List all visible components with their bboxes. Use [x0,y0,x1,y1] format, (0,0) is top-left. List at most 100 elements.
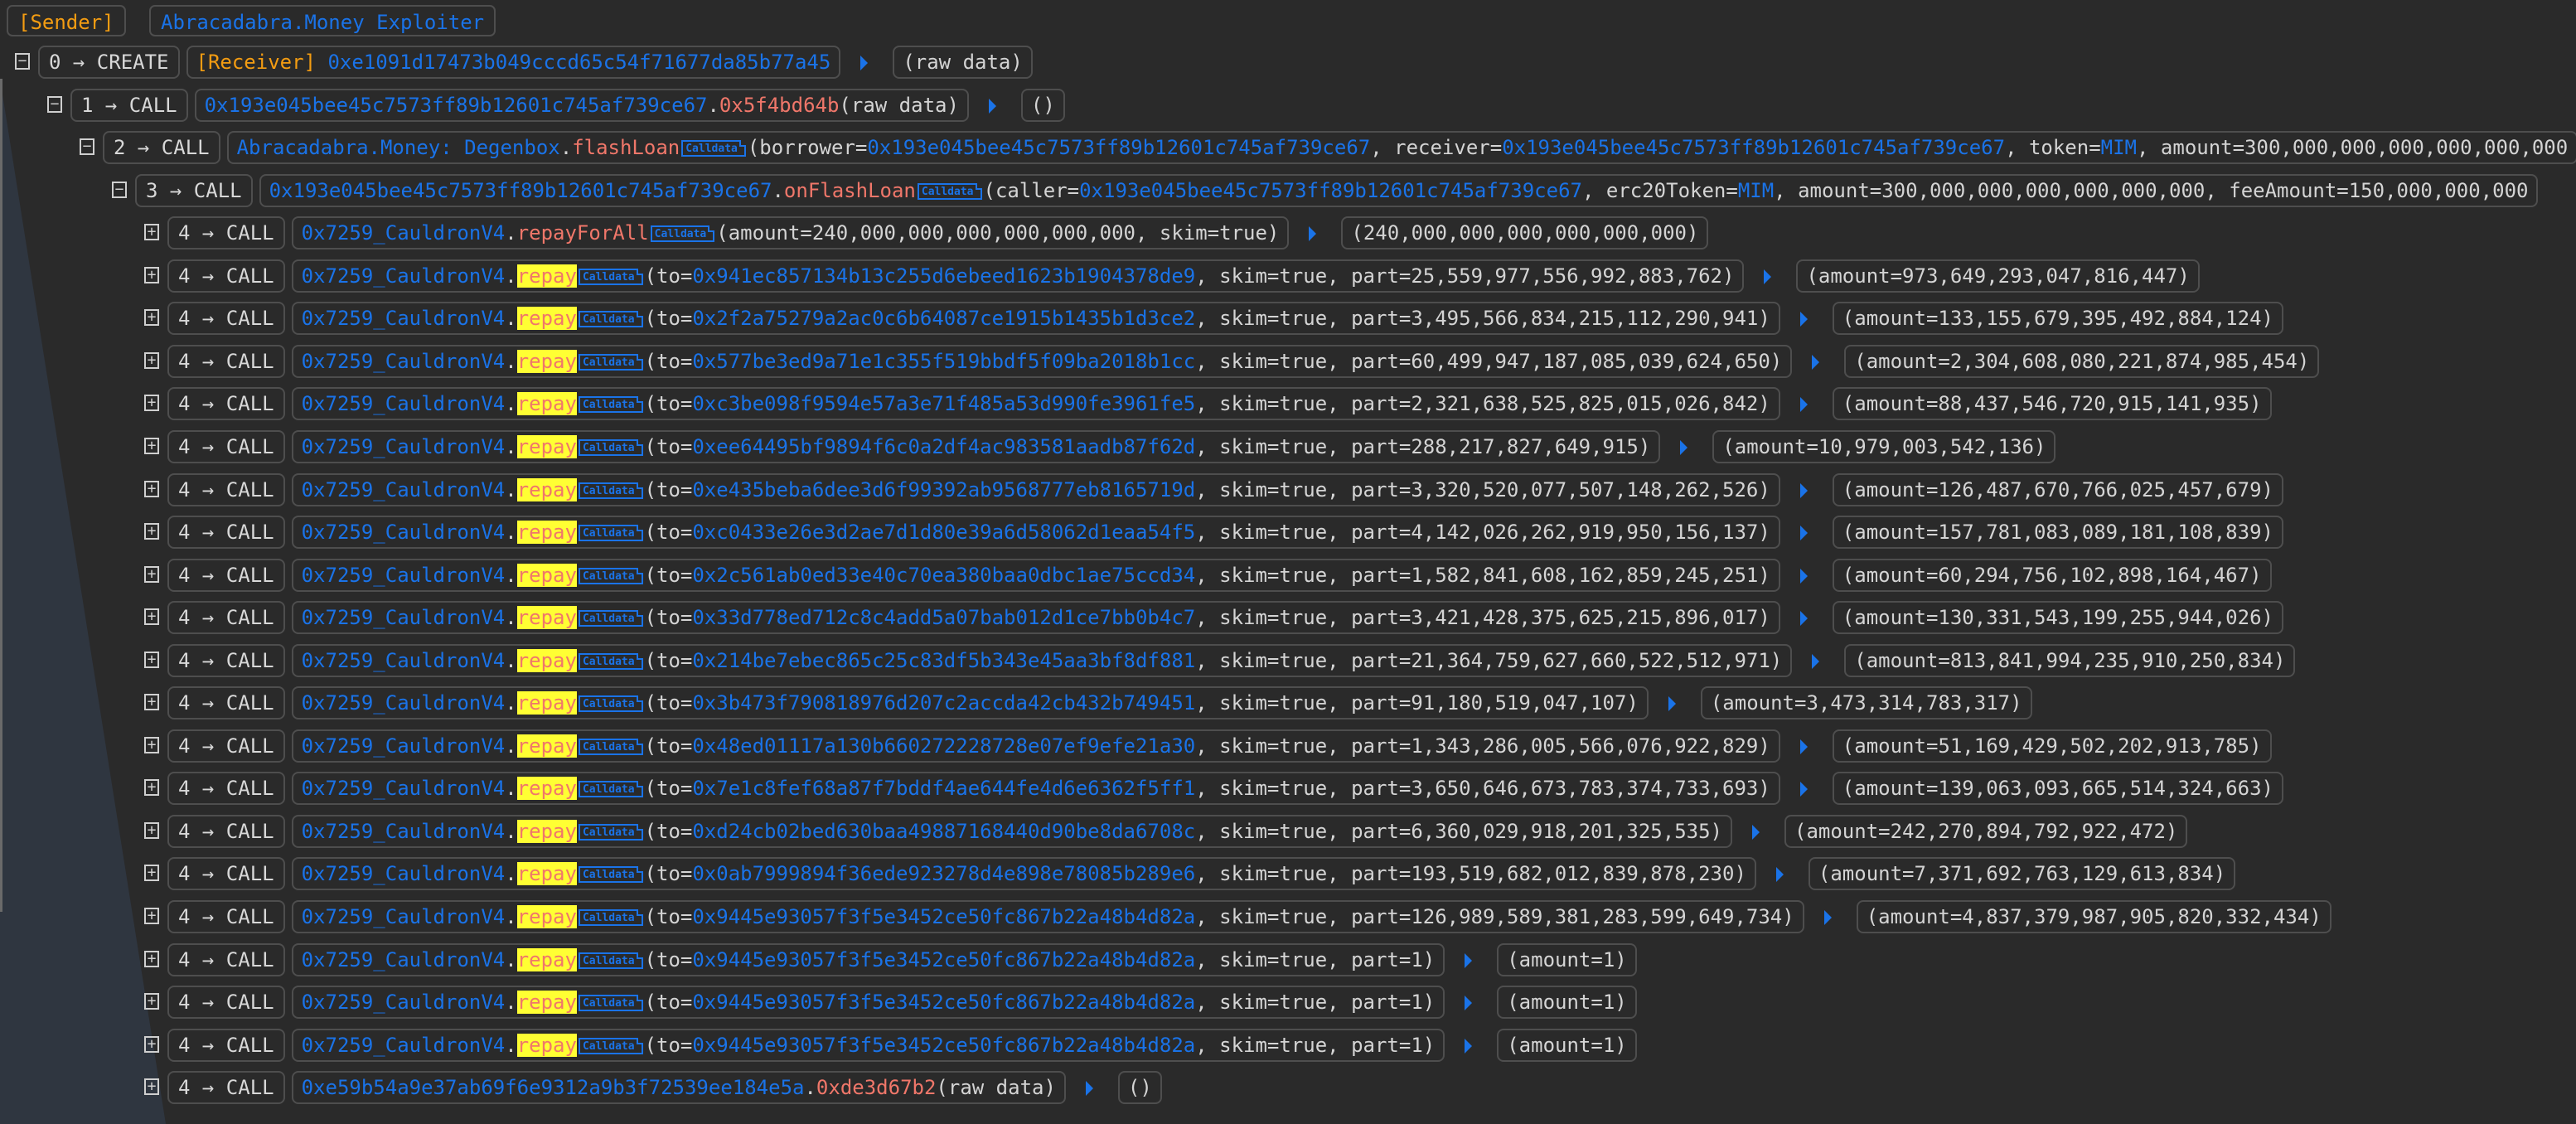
method-name-highlighted[interactable]: repay [516,691,577,715]
expand-output-icon[interactable] [1799,782,1808,797]
expand-icon[interactable]: + [144,224,159,241]
address-link[interactable]: 0xe1091d17473b049cccd65c54f71677da85b77a… [327,51,831,74]
method-name[interactable]: flashLoan [572,136,680,160]
method-name-highlighted[interactable]: repay [516,606,577,630]
address-link[interactable]: 0x7259_CauldronV4 [301,862,506,886]
collapse-icon[interactable]: − [112,181,127,198]
method-name[interactable]: 0x5f4bd64b [719,93,840,117]
calldata-badge[interactable]: Calldata [681,140,746,157]
address-link[interactable]: 0x941ec857134b13c255d6ebeed1623b1904378d… [692,264,1196,288]
calldata-badge[interactable]: Calldata [578,610,643,627]
address-link[interactable]: 0x193e045bee45c7573ff89b12601c745af739ce… [867,136,1371,160]
method-name[interactable]: 0xde3d67b2 [816,1076,937,1100]
address-link[interactable]: 0x193e045bee45c7573ff89b12601c745af739ce… [269,178,772,202]
expand-output-icon[interactable] [1799,739,1808,754]
expand-icon[interactable]: + [144,395,159,412]
address-link[interactable]: 0x48ed01117a130b660272228728e07ef9efe21a… [692,734,1196,758]
calldata-badge[interactable]: Calldata [578,311,643,328]
expand-output-icon[interactable] [1799,482,1808,498]
expand-output-icon[interactable] [1465,1038,1473,1054]
address-link[interactable]: 0x577be3ed9a71e1c355f519bbdf5f09ba2018b1… [692,349,1196,373]
method-name-highlighted[interactable]: repay [516,563,577,587]
sender-address[interactable]: Abracadabra.Money Exploiter [149,5,496,36]
address-link[interactable]: 0xc0433e26e3d2ae7d1d80e39a6d58062d1eaa54… [692,521,1196,545]
address-link[interactable]: 0x33d778ed712c8c4add5a07bab012d1ce7bb0b4… [692,606,1196,630]
method-name-highlighted[interactable]: repay [516,349,577,373]
expand-icon[interactable]: + [144,779,159,797]
address-link[interactable]: 0x193e045bee45c7573ff89b12601c745af739ce… [1502,136,2006,160]
calldata-badge[interactable]: Calldata [578,652,643,670]
expand-icon[interactable]: + [144,694,159,711]
expand-icon[interactable]: + [144,950,159,967]
expand-output-icon[interactable] [1752,824,1760,840]
address-link[interactable]: 0xee64495bf9894f6c0a2df4ac983581aadb87f6… [692,434,1196,458]
expand-icon[interactable]: + [144,266,159,283]
address-link[interactable]: MIM [1737,178,1775,202]
collapse-icon[interactable]: − [47,95,62,113]
collapse-icon[interactable]: − [80,138,94,156]
calldata-badge[interactable]: Calldata [578,823,643,841]
address-link[interactable]: 0x7259_CauldronV4 [301,434,506,458]
calldata-badge[interactable]: Calldata [578,866,643,884]
expand-icon[interactable]: + [144,309,159,327]
calldata-badge[interactable]: Calldata [578,952,643,969]
address-link[interactable]: 0x214be7ebec865c25c83df5b343e45aa3bf8df8… [692,648,1196,672]
address-link[interactable]: 0x2f2a75279a2ac0c6b64087ce1915b1435b1d3c… [692,307,1196,331]
address-link[interactable]: 0x7259_CauldronV4 [301,563,506,587]
address-link[interactable]: 0xe59b54a9e37ab69f6e9312a9b3f72539ee184e… [301,1076,805,1100]
address-link[interactable]: 0x7259_CauldronV4 [301,307,506,331]
method-name-highlighted[interactable]: repay [516,862,577,886]
expand-icon[interactable]: + [144,993,159,1010]
method-name-highlighted[interactable]: repay [516,648,577,672]
expand-output-icon[interactable] [1799,568,1808,584]
expand-output-icon[interactable] [1799,397,1808,413]
expand-output-icon[interactable] [1764,269,1772,284]
collapse-icon[interactable]: − [15,53,30,70]
calldata-badge[interactable]: Calldata [578,1037,643,1054]
calldata-badge[interactable]: Calldata [578,695,643,713]
expand-output-icon[interactable] [1775,867,1784,883]
expand-output-icon[interactable] [1668,696,1676,712]
address-link[interactable]: 0x7259_CauldronV4 [301,648,506,672]
method-name-highlighted[interactable]: repay [516,392,577,416]
address-link[interactable]: 0x0ab7999894f36ede923278d4e898e78085b289… [692,862,1196,886]
address-link[interactable]: 0x9445e93057f3f5e3452ce50fc867b22a48b4d8… [692,905,1196,928]
expand-output-icon[interactable] [1812,354,1820,370]
method-name-highlighted[interactable]: repay [516,947,577,971]
calldata-badge[interactable]: Calldata [578,909,643,926]
address-link[interactable]: 0x9445e93057f3f5e3452ce50fc867b22a48b4d8… [692,991,1196,1015]
calldata-badge[interactable]: Calldata [578,738,643,755]
method-name-highlighted[interactable]: repay [516,264,577,288]
method-name-highlighted[interactable]: repay [516,777,577,801]
method-name-highlighted[interactable]: repay [516,434,577,458]
address-link[interactable]: 0xc3be098f9594e57a3e71f485a53d990fe3961f… [692,392,1196,416]
expand-output-icon[interactable] [1465,996,1473,1011]
expand-output-icon[interactable] [1680,439,1688,455]
expand-icon[interactable]: + [144,523,159,540]
method-name-highlighted[interactable]: repay [516,307,577,331]
address-link[interactable]: 0x2c561ab0ed33e40c70ea380baa0dbc1ae75ccd… [692,563,1196,587]
address-link[interactable]: 0x7259_CauldronV4 [301,392,506,416]
method-name-highlighted[interactable]: repay [516,991,577,1015]
method-name[interactable]: onFlashLoan [783,178,916,202]
address-link[interactable]: Abracadabra.Money: Degenbox [236,136,560,160]
expand-output-icon[interactable] [1799,611,1808,627]
calldata-badge[interactable]: Calldata [578,438,643,456]
expand-icon[interactable]: + [144,480,159,497]
address-link[interactable]: 0xe435beba6dee3d6f99392ab9568777eb816571… [692,477,1196,501]
address-link[interactable]: 0x193e045bee45c7573ff89b12601c745af739ce… [1079,178,1582,202]
expand-icon[interactable]: + [144,821,159,839]
address-link[interactable]: 0x7259_CauldronV4 [301,947,506,971]
address-link[interactable]: 0x7259_CauldronV4 [301,734,506,758]
expand-output-icon[interactable] [1465,952,1473,968]
expand-icon[interactable]: + [144,351,159,369]
address-link[interactable]: 0x7259_CauldronV4 [301,606,506,630]
address-link[interactable]: 0x7259_CauldronV4 [301,691,506,715]
calldata-badge[interactable]: Calldata [917,182,982,200]
expand-icon[interactable]: + [144,736,159,753]
address-link[interactable]: 0x7259_CauldronV4 [301,819,506,843]
address-link[interactable]: 0x7259_CauldronV4 [301,905,506,928]
calldata-badge[interactable]: Calldata [578,482,643,499]
expand-output-icon[interactable] [1309,226,1317,242]
expand-icon[interactable]: + [144,1035,159,1053]
